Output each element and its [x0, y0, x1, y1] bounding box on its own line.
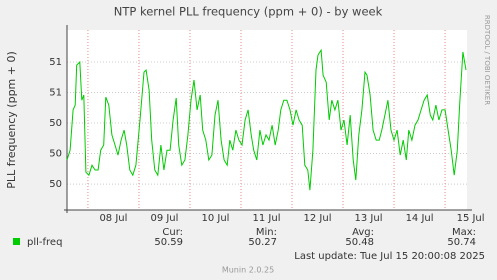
- stat-header: Max:: [452, 227, 476, 238]
- plot-area: [67, 30, 467, 210]
- y-tick-label: 50: [49, 149, 62, 160]
- x-tick-label: 15 Jul: [457, 213, 485, 224]
- stat-header: Cur:: [162, 227, 183, 238]
- y-tick-label: 50: [49, 179, 62, 190]
- x-tick-label: 12 Jul: [304, 213, 332, 224]
- y-tick-label: 51: [49, 88, 62, 99]
- x-tick-label: 08 Jul: [99, 213, 127, 224]
- stat-value: 50.59: [154, 237, 183, 248]
- last-update: Last update: Tue Jul 15 20:00:08 2025: [294, 251, 485, 262]
- stat-header: Avg:: [352, 227, 374, 238]
- stat-header: Min:: [256, 227, 277, 238]
- footer: Munin 2.0.25: [222, 266, 274, 275]
- x-tick-label: 10 Jul: [201, 213, 229, 224]
- chart-title: NTP kernel PLL frequency (ppm + 0) - by …: [114, 5, 383, 19]
- legend-label: pll-freq: [27, 237, 62, 248]
- side-text: RRDTOOL / TOBI OETIKER: [483, 15, 491, 105]
- stat-value: 50.48: [345, 237, 374, 248]
- x-tick-label: 13 Jul: [355, 213, 383, 224]
- y-tick-label: 50: [49, 118, 62, 129]
- line: [66, 48, 467, 191]
- y-tick-label: 51: [49, 57, 62, 68]
- legend-swatch: [13, 238, 20, 245]
- x-tick-label: 11 Jul: [253, 213, 281, 224]
- stat-value: 50.27: [248, 237, 277, 248]
- y-axis-label: PLL frequency (ppm + 0): [5, 51, 18, 189]
- x-tick-label: 09 Jul: [150, 213, 178, 224]
- stat-value: 50.74: [447, 237, 476, 248]
- x-tick-label: 14 Jul: [406, 213, 434, 224]
